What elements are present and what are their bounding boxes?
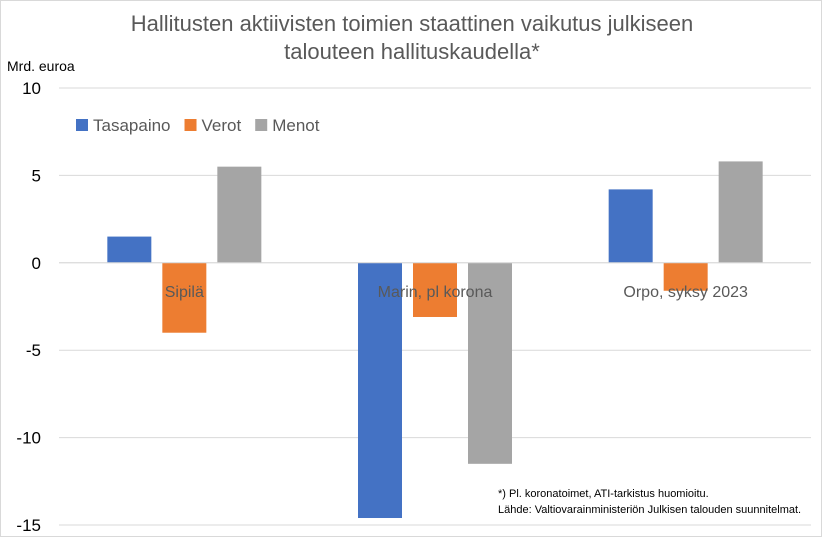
category-label: Orpo, syksy 2023 — [623, 284, 748, 301]
y-axis-unit-label: Mrd. euroa — [7, 58, 75, 74]
legend-label-menot: Menot — [272, 116, 320, 135]
bar-tasapaino-2 — [608, 189, 653, 263]
category-labels: Sipilä Marin, pl korona Orpo, syksy 2023 — [165, 284, 748, 301]
bar-verot-1 — [413, 262, 457, 317]
bar-menot-1 — [468, 262, 512, 464]
bar-verot-2 — [663, 262, 708, 291]
y-tick-labels: 10 5 0 -5 -10 -15 — [16, 79, 41, 535]
legend-label-verot: Verot — [202, 116, 242, 135]
legend-swatch-tasapaino — [76, 119, 88, 131]
source-note: Lähde: Valtiovarainministeriön Julkisen … — [498, 504, 801, 516]
legend: Tasapaino Verot Menot — [76, 116, 320, 135]
y-tick-label: -10 — [16, 429, 41, 448]
legend-label-tasapaino: Tasapaino — [93, 116, 171, 135]
bar-verot-0 — [162, 262, 207, 333]
bar-menot-2 — [718, 161, 763, 263]
chart-title-line-2: talouteen hallituskaudella* — [284, 39, 540, 64]
y-tick-label: 5 — [32, 166, 41, 185]
legend-swatch-menot — [255, 119, 268, 131]
bars — [59, 161, 811, 519]
y-tick-label: 10 — [22, 79, 41, 98]
bar-tasapaino-0 — [107, 236, 152, 263]
y-tick-label: -15 — [16, 516, 41, 535]
bar-menot-0 — [217, 166, 262, 263]
y-tick-label: -5 — [26, 341, 41, 360]
bar-tasapaino-1 — [358, 262, 402, 519]
y-tick-label: 0 — [32, 254, 41, 273]
chart-title-line-1: Hallitusten aktiivisten toimien staattin… — [131, 11, 694, 36]
category-label: Sipilä — [165, 284, 204, 301]
footnote: *) Pl. koronatoimet, ATI-tarkistus huomi… — [498, 488, 709, 500]
category-label: Marin, pl korona — [378, 284, 493, 301]
legend-swatch-verot — [184, 119, 197, 131]
